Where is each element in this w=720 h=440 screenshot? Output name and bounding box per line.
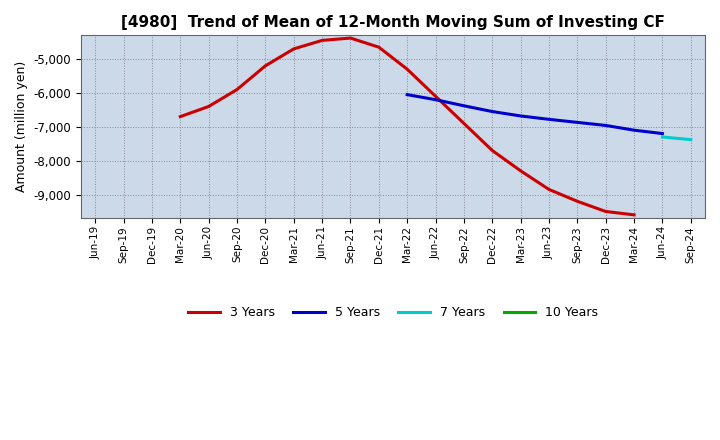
- 5 Years: [516, 114, 525, 119]
- 5 Years: [573, 120, 582, 125]
- 7 Years: [658, 134, 667, 139]
- 3 Years: [204, 104, 213, 109]
- 5 Years: [488, 109, 497, 114]
- 3 Years: [545, 187, 554, 192]
- Title: [4980]  Trend of Mean of 12-Month Moving Sum of Investing CF: [4980] Trend of Mean of 12-Month Moving …: [121, 15, 665, 30]
- 5 Years: [403, 92, 412, 97]
- 3 Years: [488, 148, 497, 153]
- 7 Years: [686, 137, 695, 142]
- 3 Years: [176, 114, 184, 119]
- 5 Years: [459, 103, 468, 108]
- 5 Years: [431, 97, 440, 103]
- Line: 3 Years: 3 Years: [180, 38, 634, 215]
- 3 Years: [431, 94, 440, 99]
- 3 Years: [261, 63, 270, 69]
- Y-axis label: Amount (million yen): Amount (million yen): [15, 61, 28, 192]
- 3 Years: [289, 46, 298, 51]
- 3 Years: [459, 121, 468, 126]
- 5 Years: [630, 128, 639, 133]
- 3 Years: [346, 35, 355, 40]
- 5 Years: [658, 131, 667, 136]
- 3 Years: [573, 199, 582, 204]
- 3 Years: [318, 38, 326, 43]
- 3 Years: [403, 66, 412, 72]
- 3 Years: [374, 44, 383, 50]
- 5 Years: [601, 123, 610, 128]
- Line: 5 Years: 5 Years: [408, 95, 662, 134]
- 3 Years: [630, 212, 639, 217]
- 3 Years: [601, 209, 610, 214]
- 5 Years: [545, 117, 554, 122]
- 3 Years: [516, 168, 525, 173]
- 3 Years: [233, 87, 241, 92]
- Legend: 3 Years, 5 Years, 7 Years, 10 Years: 3 Years, 5 Years, 7 Years, 10 Years: [184, 301, 603, 324]
- Line: 7 Years: 7 Years: [662, 137, 690, 139]
